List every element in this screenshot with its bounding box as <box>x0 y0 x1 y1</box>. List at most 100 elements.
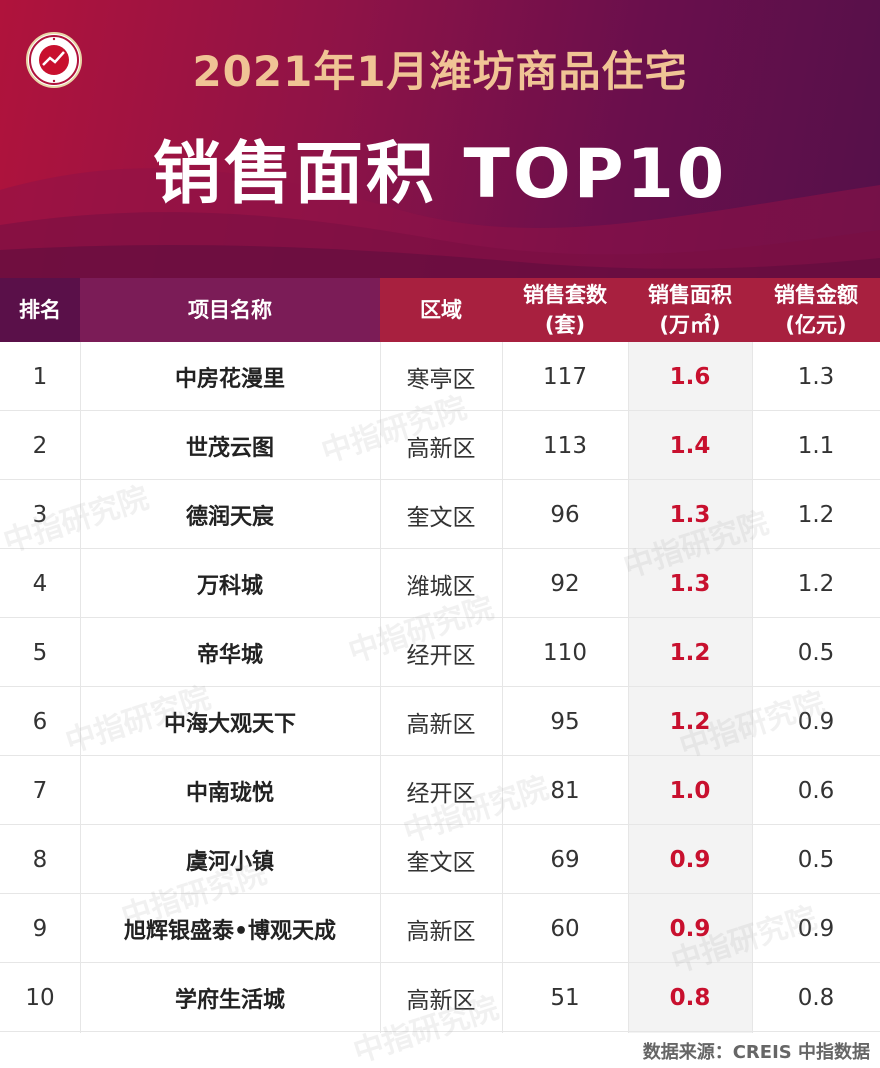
units-sold-cell: 95 <box>550 708 580 735</box>
column-header-project-name-label: 项目名称 <box>188 298 272 322</box>
page-title-line2: 销售面积 TOP10 <box>152 135 728 214</box>
project-name-cell: 虞河小镇 <box>185 849 274 875</box>
table-row: 4 万科城 潍城区 92 1.3 1.2 <box>0 549 880 618</box>
column-divider <box>502 342 503 1033</box>
units-sold-cell: 81 <box>550 777 580 804</box>
units-sold-cell: 92 <box>550 570 580 597</box>
sales-area-cell: 0.9 <box>669 915 711 942</box>
rank-cell: 7 <box>32 777 48 804</box>
column-divider <box>380 342 381 1033</box>
table-row: 2 世茂云图 高新区 113 1.4 1.1 <box>0 411 880 480</box>
district-cell: 高新区 <box>406 711 476 738</box>
sales-area-cell: 1.2 <box>669 639 711 666</box>
table-row: 8 虞河小镇 奎文区 69 0.9 0.5 <box>0 825 880 894</box>
sales-amount-cell: 1.2 <box>797 501 835 528</box>
sales-area-cell: 0.9 <box>669 846 711 873</box>
table-row: 7 中南珑悦 经开区 81 1.0 0.6 <box>0 756 880 825</box>
page-title-line1: 2021年1月潍坊商品住宅 <box>192 47 688 96</box>
units-sold-cell: 113 <box>543 432 587 459</box>
sales-area-cell: 1.3 <box>669 501 711 528</box>
column-divider <box>752 342 753 1033</box>
sales-area-cell: 1.4 <box>669 432 711 459</box>
sales-amount-cell: 0.6 <box>797 777 835 804</box>
rank-cell: 2 <box>32 432 48 459</box>
table-row: 5 帝华城 经开区 110 1.2 0.5 <box>0 618 880 687</box>
column-header-project-name: 项目名称 <box>80 278 380 342</box>
units-sold-cell: 60 <box>550 915 580 942</box>
table-row: 9 旭辉银盛泰•博观天成 高新区 60 0.9 0.9 <box>0 894 880 963</box>
project-name-cell: 中南珑悦 <box>185 780 274 806</box>
column-header-rank: 排名 <box>0 278 80 342</box>
project-name-cell: 帝华城 <box>196 642 263 668</box>
rank-cell: 3 <box>32 501 48 528</box>
sales-area-cell: 1.6 <box>669 363 711 390</box>
column-header-sales-area-unit: (万㎡) <box>659 313 721 337</box>
table-row: 10 学府生活城 高新区 51 0.8 0.8 <box>0 963 880 1032</box>
units-sold-cell: 69 <box>550 846 580 873</box>
table-body: 1 中房花漫里 寒亭区 117 1.6 1.3 2 世茂云图 高新区 113 1… <box>0 342 880 1033</box>
rank-cell: 5 <box>32 639 48 666</box>
district-cell: 高新区 <box>406 918 476 945</box>
data-source-note: 数据来源：CREIS 中指数据 <box>642 1042 870 1063</box>
sales-amount-cell: 0.9 <box>797 915 835 942</box>
district-cell: 经开区 <box>406 642 476 669</box>
district-cell: 经开区 <box>406 780 476 807</box>
project-name-cell: 德润天宸 <box>185 504 274 530</box>
column-header-rank-label: 排名 <box>19 298 61 322</box>
column-divider <box>80 342 81 1033</box>
column-header-sales-amount-unit: (亿元) <box>785 313 847 337</box>
sales-area-cell: 1.0 <box>669 777 711 804</box>
column-header-units-unit: (套) <box>544 313 586 337</box>
table-row: 1 中房花漫里 寒亭区 117 1.6 1.3 <box>0 342 880 411</box>
table-header: 排名 项目名称 区域 销售套数 (套) 销售面积 (万㎡) 销售金额 (亿元) <box>0 278 880 342</box>
district-cell: 高新区 <box>406 987 476 1014</box>
sales-area-column-highlight <box>628 342 752 1033</box>
units-sold-cell: 110 <box>543 639 587 666</box>
district-cell: 寒亭区 <box>406 366 476 393</box>
district-cell: 奎文区 <box>406 504 476 531</box>
header-banner: 2021年1月潍坊商品住宅 销售面积 TOP10 <box>0 0 880 282</box>
column-header-units-sold: 销售套数 (套) <box>502 278 628 342</box>
district-cell: 奎文区 <box>406 849 476 876</box>
sales-amount-cell: 0.8 <box>797 984 835 1011</box>
project-name-cell: 世茂云图 <box>185 435 274 461</box>
column-header-district-label: 区域 <box>420 298 462 322</box>
sales-amount-cell: 1.2 <box>797 570 835 597</box>
column-header-sales-amount-label: 销售金额 <box>774 283 858 307</box>
column-header-district: 区域 <box>380 278 502 342</box>
rank-cell: 4 <box>32 570 48 597</box>
units-sold-cell: 51 <box>550 984 580 1011</box>
rank-cell: 9 <box>32 915 48 942</box>
project-name-cell: 学府生活城 <box>174 987 285 1013</box>
column-header-sales-area-label: 销售面积 <box>648 283 732 307</box>
sales-amount-cell: 0.9 <box>797 708 835 735</box>
rank-cell: 8 <box>32 846 48 873</box>
sales-amount-cell: 1.1 <box>797 432 835 459</box>
table-row: 3 德润天宸 奎文区 96 1.3 1.2 <box>0 480 880 549</box>
rank-cell: 10 <box>25 984 55 1011</box>
sales-area-cell: 1.2 <box>669 708 711 735</box>
district-cell: 潍城区 <box>406 573 476 600</box>
rank-cell: 6 <box>32 708 48 735</box>
org-logo <box>26 32 82 88</box>
org-seal-icon <box>29 35 79 85</box>
column-header-sales-area: 销售面积 (万㎡) <box>628 278 752 342</box>
units-sold-cell: 96 <box>550 501 580 528</box>
table-row: 6 中海大观天下 高新区 95 1.2 0.9 <box>0 687 880 756</box>
sales-amount-cell: 1.3 <box>797 363 835 390</box>
sales-area-cell: 1.3 <box>669 570 711 597</box>
project-name-cell: 中海大观天下 <box>163 711 296 737</box>
units-sold-cell: 117 <box>543 363 587 390</box>
district-cell: 高新区 <box>406 435 476 462</box>
project-name-cell: 万科城 <box>196 573 263 599</box>
rank-cell: 1 <box>32 363 48 390</box>
column-divider <box>628 342 629 1033</box>
sales-area-cell: 0.8 <box>669 984 711 1011</box>
sales-amount-cell: 0.5 <box>797 639 835 666</box>
project-name-cell: 中房花漫里 <box>174 366 285 392</box>
sales-amount-cell: 0.5 <box>797 846 835 873</box>
project-name-cell: 旭辉银盛泰•博观天成 <box>123 918 337 944</box>
column-header-units-label: 销售套数 <box>523 283 607 307</box>
column-header-sales-amount: 销售金额 (亿元) <box>752 278 880 342</box>
banner-wave-decoration <box>0 168 880 282</box>
